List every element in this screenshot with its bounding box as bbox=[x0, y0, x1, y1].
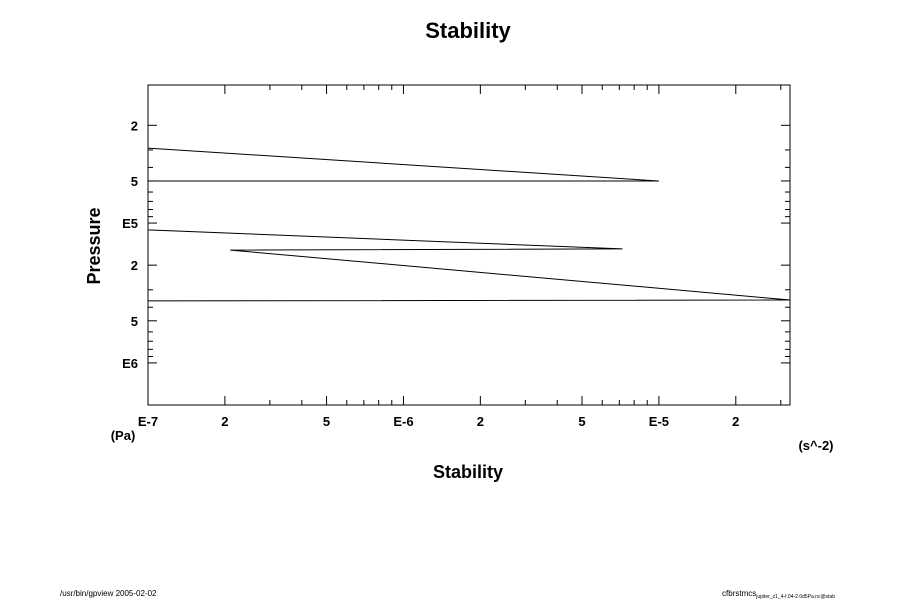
y-tick-label: E5 bbox=[122, 216, 138, 231]
y-tick-label: 2 bbox=[131, 118, 138, 133]
plot-frame bbox=[147, 84, 791, 406]
chart-title: Stability bbox=[425, 18, 511, 43]
footer-right: cfbrstmcsjupiter_z1_4-f.04-2.0d5Pa.nc@st… bbox=[722, 589, 835, 600]
footer-right-sub: jupiter_z1_4-f.04-2.0d5Pa.nc@stab bbox=[755, 594, 835, 600]
y-tick-label: 5 bbox=[131, 314, 138, 329]
y-axis-label: Pressure bbox=[84, 207, 104, 284]
y-units: (Pa) bbox=[111, 428, 136, 443]
x-tick-label: 2 bbox=[477, 414, 484, 429]
x-tick-label: E-5 bbox=[649, 414, 669, 429]
x-units: (s^-2) bbox=[798, 438, 833, 453]
x-tick-label: E-6 bbox=[393, 414, 413, 429]
x-tick-label: 2 bbox=[732, 414, 739, 429]
y-tick-label: 5 bbox=[131, 174, 138, 189]
data-line bbox=[147, 147, 791, 302]
x-tick-label: 5 bbox=[578, 414, 585, 429]
y-tick-label: E6 bbox=[122, 356, 138, 371]
footer-right-main: cfbrstmcs bbox=[722, 589, 756, 598]
x-axis-label: Stability bbox=[433, 462, 503, 482]
x-tick-label: 5 bbox=[323, 414, 330, 429]
x-tick-label: E-7 bbox=[138, 414, 158, 429]
y-tick-label: 2 bbox=[131, 258, 138, 273]
x-tick-label: 2 bbox=[221, 414, 228, 429]
footer-left: /usr/bin/gpview 2005-02-02 bbox=[60, 589, 157, 598]
